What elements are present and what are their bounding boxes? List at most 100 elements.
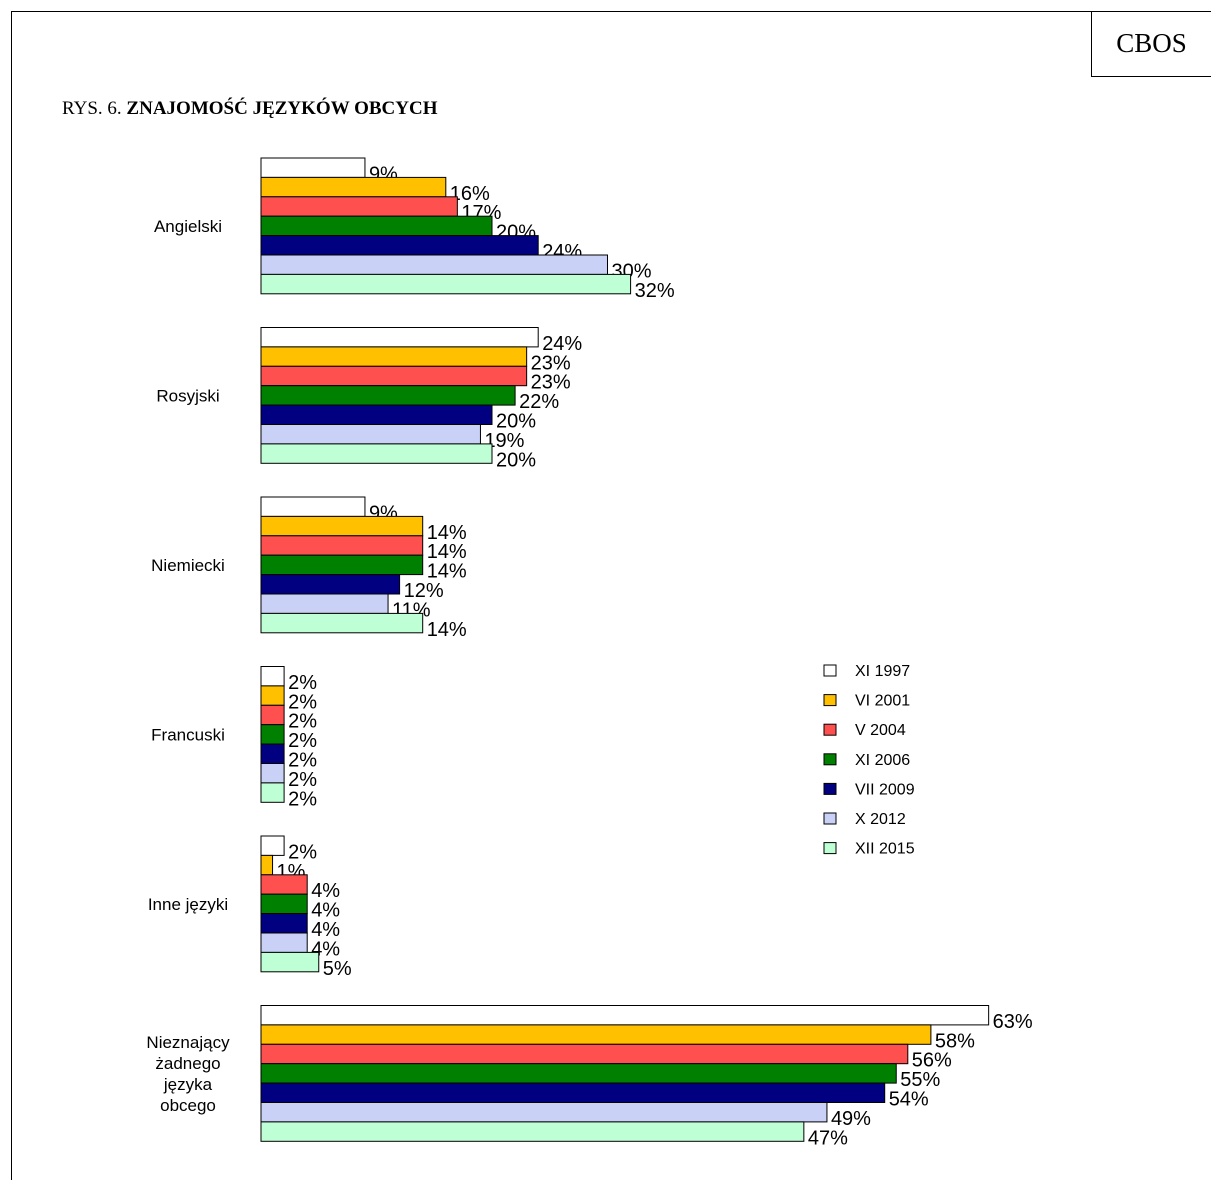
data-label: 23% <box>531 352 571 374</box>
data-label: 56% <box>912 1050 952 1072</box>
data-label: 32% <box>635 280 675 302</box>
bar <box>260 593 389 614</box>
bar <box>260 1024 932 1045</box>
bar <box>260 835 285 856</box>
data-label: 23% <box>531 372 571 394</box>
data-label: 19% <box>484 430 524 452</box>
legend-label: XI 2006 <box>855 752 910 769</box>
bar <box>260 913 308 934</box>
chart-frame <box>11 11 1211 1180</box>
bar <box>260 496 366 517</box>
bar <box>260 1082 886 1103</box>
data-label: 16% <box>450 183 490 205</box>
data-label: 22% <box>519 391 559 413</box>
data-label: 49% <box>831 1108 871 1130</box>
bar <box>260 157 366 178</box>
bar <box>260 385 516 406</box>
legend-swatch <box>823 842 837 855</box>
data-label: 24% <box>542 333 582 355</box>
data-label: 12% <box>404 580 444 602</box>
legend-label: VII 2009 <box>855 781 915 798</box>
data-label: 58% <box>935 1030 975 1052</box>
category-label: Francuski <box>151 725 225 744</box>
chart-title: RYS. 6. ZNAJOMOŚĆ JĘZYKÓW OBCYCH <box>62 98 438 120</box>
legend-swatch <box>823 812 837 825</box>
category-label: Rosyjski <box>156 386 219 405</box>
cbos-badge: CBOS <box>1091 11 1211 77</box>
bar <box>260 196 458 217</box>
category-label: Inne języki <box>148 895 228 914</box>
legend-swatch <box>823 753 837 766</box>
bar <box>260 1005 990 1026</box>
bar <box>260 763 285 784</box>
data-label: 14% <box>427 561 467 583</box>
legend-swatch <box>823 782 837 795</box>
bar <box>260 515 424 537</box>
bar <box>260 176 447 198</box>
bar <box>260 612 424 634</box>
data-label: 14% <box>427 522 467 544</box>
data-label: 2% <box>288 691 317 713</box>
legend-swatch <box>823 664 837 677</box>
data-label: 14% <box>427 541 467 563</box>
data-label: 14% <box>427 619 467 641</box>
legend-label: XI 1997 <box>855 663 910 680</box>
category-label: obcego <box>160 1096 216 1115</box>
bar <box>260 235 539 256</box>
bar <box>260 1043 909 1065</box>
bar <box>260 1063 897 1084</box>
data-label: 20% <box>496 411 536 433</box>
bar <box>260 893 308 915</box>
bar <box>260 1121 805 1142</box>
data-label: 2% <box>288 750 317 772</box>
legend-label: VI 2001 <box>855 693 910 710</box>
bar <box>260 704 285 726</box>
data-label: 2% <box>288 711 317 733</box>
data-label: 54% <box>889 1089 929 1111</box>
data-label: 2% <box>288 841 317 863</box>
data-label: 55% <box>900 1069 940 1091</box>
legend-swatch <box>823 694 837 707</box>
bar <box>260 951 320 973</box>
legend-label: X 2012 <box>855 811 906 828</box>
bar <box>260 424 481 445</box>
data-label: 2% <box>288 788 317 810</box>
bar <box>260 254 608 275</box>
legend-swatch <box>823 723 837 736</box>
bar <box>260 874 308 895</box>
bar <box>260 535 424 556</box>
bar <box>260 346 528 367</box>
data-label: 2% <box>288 730 317 752</box>
category-label: Angielski <box>154 217 222 236</box>
bar <box>260 685 285 706</box>
bar <box>260 1102 828 1123</box>
category-label: Nieznający <box>146 1033 230 1052</box>
data-label: 47% <box>808 1127 848 1149</box>
bar <box>260 666 285 687</box>
bar <box>260 327 539 348</box>
data-label: 20% <box>496 449 536 471</box>
data-label: 5% <box>323 958 352 980</box>
category-label: języka <box>163 1075 213 1094</box>
bar <box>260 574 401 595</box>
legend-label: V 2004 <box>855 722 906 739</box>
bar <box>260 782 285 803</box>
bar <box>260 404 493 426</box>
bar <box>260 932 308 953</box>
data-label: 2% <box>288 672 317 694</box>
data-label: 4% <box>311 900 340 922</box>
category-label: żadnego <box>155 1054 220 1073</box>
bar <box>260 854 274 876</box>
data-label: 4% <box>311 880 340 902</box>
bar <box>260 743 285 764</box>
bar <box>260 554 424 576</box>
bar <box>260 724 285 745</box>
title-prefix: RYS. 6. <box>62 98 122 119</box>
title-bold: ZNAJOMOŚĆ JĘZYKÓW OBCYCH <box>126 98 438 119</box>
category-label: Niemiecki <box>151 556 225 575</box>
data-label: 2% <box>288 769 317 791</box>
bar <box>260 443 493 464</box>
data-label: 4% <box>311 919 340 941</box>
bar <box>260 273 632 295</box>
